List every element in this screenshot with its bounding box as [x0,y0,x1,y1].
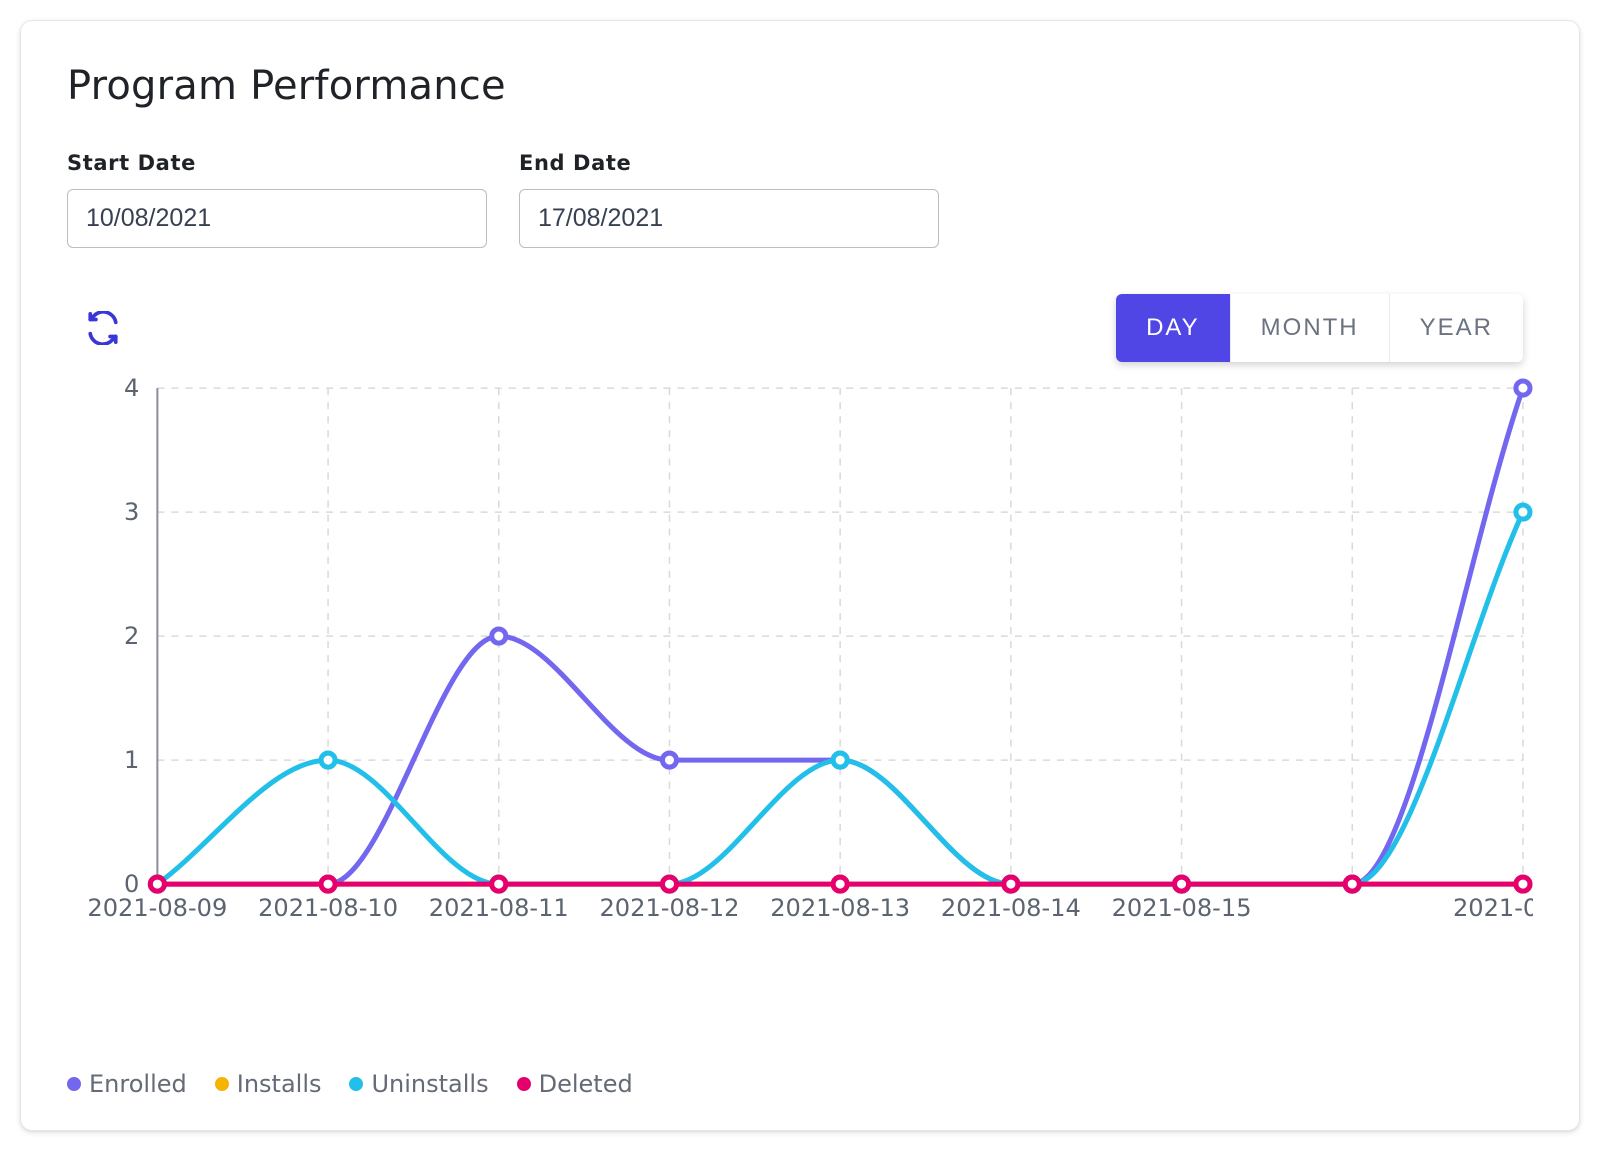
legend-item-enrolled[interactable]: Enrolled [67,1070,187,1098]
start-date-label: Start Date [67,151,487,175]
legend-label: Enrolled [89,1070,187,1098]
series-point-uninstalls[interactable] [833,753,847,767]
start-date-field: Start Date [67,151,487,248]
legend-item-uninstalls[interactable]: Uninstalls [349,1070,488,1098]
legend-item-installs[interactable]: Installs [215,1070,322,1098]
series-point-deleted[interactable] [662,877,676,891]
svg-text:1: 1 [124,746,139,774]
granularity-day[interactable]: DAY [1116,294,1231,362]
end-date-label: End Date [519,151,939,175]
granularity-year[interactable]: YEAR [1390,294,1523,362]
chart-toolbar: DAYMONTHYEAR [67,294,1533,362]
performance-chart: 012342021-08-092021-08-102021-08-112021-… [67,372,1533,1036]
series-point-enrolled[interactable] [492,629,506,643]
series-point-deleted[interactable] [833,877,847,891]
sync-icon[interactable] [85,310,121,346]
legend-label: Deleted [539,1070,633,1098]
card-title: Program Performance [67,63,1533,109]
program-performance-card: Program Performance Start Date End Date [20,20,1580,1131]
svg-text:3: 3 [124,498,139,526]
chart-legend: Enrolled Installs Uninstalls Deleted [67,1070,1533,1098]
series-point-deleted[interactable] [321,877,335,891]
series-point-deleted[interactable] [1516,877,1530,891]
series-point-enrolled[interactable] [662,753,676,767]
svg-text:2: 2 [124,622,139,650]
series-point-deleted[interactable] [1345,877,1359,891]
svg-text:2021-08-09: 2021-08-09 [87,894,227,922]
series-point-uninstalls[interactable] [321,753,335,767]
legend-item-deleted[interactable]: Deleted [517,1070,633,1098]
legend-swatch [215,1077,229,1091]
legend-label: Installs [237,1070,322,1098]
legend-swatch [349,1077,363,1091]
svg-text:2021-08-10: 2021-08-10 [258,894,398,922]
svg-text:2021-08-15: 2021-08-15 [1112,894,1252,922]
legend-swatch [517,1077,531,1091]
granularity-toggle: DAYMONTHYEAR [1116,294,1523,362]
svg-text:2021-08-17: 2021-08-17 [1453,894,1533,922]
series-point-deleted[interactable] [1004,877,1018,891]
series-point-deleted[interactable] [492,877,506,891]
start-date-input[interactable] [67,189,487,248]
legend-label: Uninstalls [371,1070,488,1098]
end-date-field: End Date [519,151,939,248]
series-point-enrolled[interactable] [1516,381,1530,395]
series-point-deleted[interactable] [150,877,164,891]
svg-text:2021-08-12: 2021-08-12 [599,894,739,922]
svg-text:2021-08-14: 2021-08-14 [941,894,1081,922]
series-point-deleted[interactable] [1175,877,1189,891]
end-date-input[interactable] [519,189,939,248]
svg-text:4: 4 [124,374,139,402]
legend-swatch [67,1077,81,1091]
granularity-month[interactable]: MONTH [1231,294,1390,362]
svg-text:2021-08-11: 2021-08-11 [429,894,569,922]
date-range-row: Start Date End Date [67,151,1533,248]
svg-text:2021-08-13: 2021-08-13 [770,894,910,922]
series-point-uninstalls[interactable] [1516,505,1530,519]
